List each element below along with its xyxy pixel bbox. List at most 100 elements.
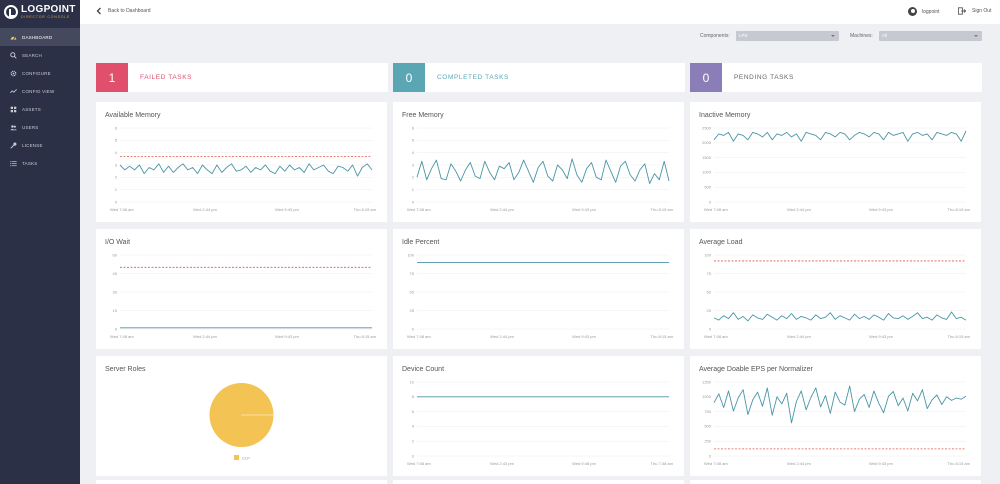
x-tick-label: Wed 2:44 pm (490, 207, 514, 212)
sidebar-item-search[interactable]: SEARCH (0, 46, 80, 64)
x-tick-label: Thu 8:15 am (354, 207, 377, 212)
sign-out-label: Sign Out (972, 8, 992, 14)
x-tick-label: Wed 2:44 pm (490, 334, 514, 339)
y-tick-label: 750 (704, 409, 711, 414)
x-tick-label: Wed 7:08 am (407, 334, 431, 339)
user-name: logpoint (922, 8, 940, 15)
sidebar-item-label: USERS (22, 124, 39, 130)
sign-out-button[interactable]: Sign Out (958, 7, 991, 15)
y-tick-label: 100 (407, 252, 414, 257)
sidebar: LOGPOINT DIRECTOR CONSOLE DASHBOARD SEAR… (0, 0, 80, 484)
sidebar-item-label: CONFIGURE (22, 70, 51, 76)
panel-title: Inactive Memory (699, 112, 751, 119)
y-tick-label: 5 (412, 138, 415, 143)
device-count-chart: 0 2 4 6 8 10 Wed 7:08 am Wed 2:43 pm Wed 9:48 pm… (407, 379, 674, 466)
y-tick-label: 50 (410, 289, 415, 294)
sidebar-item-dashboard[interactable]: DASHBOARD (0, 28, 80, 46)
caret-down-icon (974, 35, 978, 37)
series-line (713, 385, 967, 424)
average-load-chart: 0 25 50 75 100 Wed 7:08 am Wed 2:44 pm Wed 9:43… (704, 252, 971, 339)
y-tick-label: 4 (412, 424, 415, 429)
y-tick-label: 500 (704, 185, 711, 190)
panel-title: Idle Percent (402, 239, 440, 246)
x-tick-label: Wed 7:08 am (704, 207, 728, 212)
panel-title: Average Load (699, 239, 743, 246)
completed-tasks-count: 0 (393, 63, 425, 92)
failed-tasks-label: FAILED TASKS (140, 74, 193, 81)
sidebar-item-license[interactable]: LICENSE (0, 136, 80, 154)
series-line (119, 163, 373, 177)
grid-icon (7, 106, 19, 113)
failed-tasks-count: 1 (96, 63, 128, 92)
y-tick-label: 60 (113, 252, 118, 257)
y-tick-label: 8 (412, 394, 415, 399)
components-select[interactable]: LPS (736, 31, 839, 41)
sidebar-item-users[interactable]: USERS (0, 118, 80, 136)
series-line (713, 130, 967, 142)
y-tick-label: 0 (115, 199, 118, 204)
gear-icon (7, 70, 19, 77)
pending-tasks-card[interactable]: 0 PENDING TASKS (690, 63, 982, 92)
failed-tasks-card[interactable]: 1 FAILED TASKS (96, 63, 388, 92)
y-tick-label: 50 (707, 289, 712, 294)
y-tick-label: 0 (412, 453, 415, 458)
machines-select[interactable]: All (879, 31, 982, 41)
y-tick-label: 1 (412, 187, 415, 192)
y-tick-label: 3 (115, 162, 118, 167)
back-to-dashboard-link[interactable]: Back to Dashboard (96, 7, 151, 15)
x-tick-label: Wed 9:43 pm (275, 207, 299, 212)
y-tick-label: 6 (115, 125, 118, 130)
sidebar-item-label: CONFIG VIEW (22, 88, 55, 94)
y-tick-label: 6 (412, 125, 415, 130)
next-panel-partial (690, 480, 981, 484)
x-tick-label: Wed 9:43 pm (869, 334, 893, 339)
y-tick-label: 2 (412, 175, 415, 180)
back-label: Back to Dashboard (108, 8, 151, 14)
x-tick-label: Wed 2:44 pm (193, 207, 217, 212)
inactive-memory-panel: Inactive Memory 0 500 1000 1500 2000 2500 Wed … (690, 102, 981, 222)
server-roles-chart: CLP (209, 383, 274, 461)
sidebar-item-tasks[interactable]: TASKS (0, 154, 80, 172)
free-memory-chart: 0 1 2 3 4 5 6 Wed 7:08 am Wed 2:44 pm Wed 9:43 pm… (407, 125, 674, 212)
panel-title: Available Memory (105, 112, 161, 119)
x-tick-label: Wed 7:08 am (407, 207, 431, 212)
y-tick-label: 25 (410, 308, 415, 313)
y-tick-label: 45 (113, 271, 118, 276)
sidebar-item-label: TASKS (22, 160, 38, 166)
next-panel-partial (96, 480, 387, 484)
average-load-panel: Average Load 0 25 50 75 100 Wed 7:08 am Wed 2:… (690, 229, 981, 349)
average-doable-eps-panel: Average Doable EPS per Normalizer 0 250 50… (690, 356, 981, 476)
avatar-icon (908, 7, 917, 16)
completed-tasks-card[interactable]: 0 COMPLETED TASKS (393, 63, 685, 92)
y-tick-label: 4 (412, 150, 415, 155)
x-tick-label: Wed 7:08 am (407, 461, 431, 466)
legend-label: CLP (242, 456, 250, 461)
x-tick-label: Wed 7:08 am (704, 461, 728, 466)
sidebar-item-label: DASHBOARD (22, 34, 53, 40)
logo[interactable]: LOGPOINT DIRECTOR CONSOLE (0, 0, 80, 24)
y-tick-label: 1250 (702, 379, 712, 384)
search-icon (7, 51, 19, 59)
x-tick-label: Wed 7:08 am (704, 334, 728, 339)
available-memory-chart: 0 1 2 3 4 5 6 Wed 7:08 am Wed 2:44 pm Wed 9:43 pm… (110, 125, 377, 212)
panel-title: I/O Wait (105, 239, 131, 246)
pending-tasks-label: PENDING TASKS (734, 74, 794, 81)
x-tick-label: Thu 8:15 am (948, 334, 971, 339)
y-tick-label: 25 (707, 308, 712, 313)
y-tick-label: 0 (709, 453, 712, 458)
sidebar-item-configure[interactable]: CONFIGURE (0, 64, 80, 82)
users-icon (7, 124, 19, 131)
x-tick-label: Thu 8:15 am (948, 461, 971, 466)
sidebar-item-assets[interactable]: ASSETS (0, 100, 80, 118)
components-value: LPS (739, 33, 748, 38)
key-icon (7, 142, 19, 149)
server-roles-panel: Server Roles CLP (96, 356, 387, 476)
components-label: Components: (700, 33, 730, 39)
sidebar-item-config-view[interactable]: CONFIG VIEW (0, 82, 80, 100)
x-tick-label: Thu 8:15 am (948, 207, 971, 212)
brand-name: LOGPOINT (21, 3, 76, 15)
io-wait-chart: 0 15 30 45 60 Wed 7:08 am Wed 2:44 pm Wed 9:43 … (110, 252, 377, 339)
x-tick-label: Wed 9:43 pm (275, 334, 299, 339)
user-menu[interactable]: logpoint (908, 7, 940, 16)
inactive-memory-chart: 0 500 1000 1500 2000 2500 Wed 7:08 am Wed 2:44 … (702, 125, 971, 212)
